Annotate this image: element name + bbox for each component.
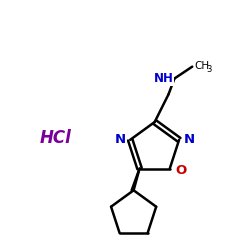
Text: 3: 3	[206, 65, 212, 74]
Text: CH: CH	[194, 61, 209, 71]
Text: HCl: HCl	[40, 129, 72, 147]
Text: O: O	[175, 164, 186, 177]
Text: N: N	[115, 133, 126, 146]
Text: NH: NH	[154, 72, 174, 85]
Text: N: N	[184, 133, 194, 146]
